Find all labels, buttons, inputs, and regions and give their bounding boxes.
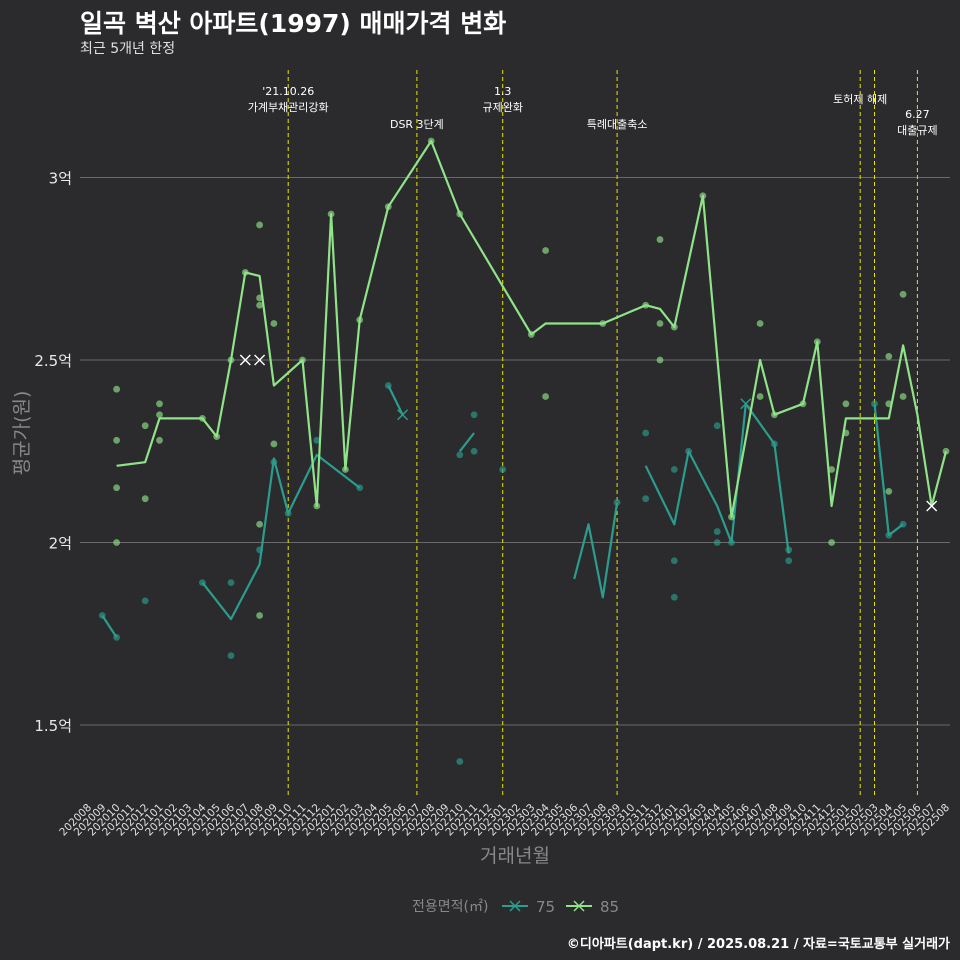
data-point — [141, 422, 149, 430]
legend-cross — [509, 900, 521, 912]
data-point — [227, 579, 235, 587]
data-point — [785, 557, 793, 565]
data-point — [113, 385, 120, 393]
series-85 — [113, 137, 950, 619]
series-line — [644, 402, 790, 554]
series-line — [458, 432, 475, 452]
data-point — [227, 652, 235, 660]
cross-marker — [239, 354, 251, 366]
series-line — [201, 453, 361, 621]
data-point — [713, 528, 721, 535]
data-point — [842, 400, 850, 408]
data-point — [270, 320, 278, 327]
data-point — [642, 495, 650, 503]
data-point — [885, 488, 893, 495]
y-tick-label: 2억 — [49, 535, 72, 553]
y-tick-label: 2.5억 — [34, 352, 72, 370]
data-point — [470, 411, 478, 419]
event-label: 특례대출축소 — [587, 118, 648, 131]
page-subtitle: 최근 5개년 한정 — [80, 41, 176, 57]
legend-label: 75 — [536, 898, 555, 916]
data-point — [670, 593, 678, 601]
legend-label: 85 — [600, 898, 619, 916]
data-point — [656, 356, 664, 364]
page-title: 일곡 벽산 아파트(1997) 매매가격 변화 — [80, 9, 507, 38]
data-point — [113, 539, 120, 546]
event-label: 토허제 해제 — [833, 92, 887, 106]
data-point — [270, 440, 278, 448]
series-line — [387, 385, 404, 416]
data-point — [670, 557, 678, 565]
data-point — [656, 236, 664, 243]
data-point — [256, 301, 263, 309]
data-point — [456, 758, 464, 765]
legend: 전용면적(㎡) 75 85 — [412, 898, 619, 916]
source-credit: ©디아파트(dapt.kr) / 2025.08.21 / 자료=국토교통부 실… — [566, 937, 950, 952]
series-line — [573, 502, 619, 599]
legend-cross — [573, 900, 585, 912]
y-tick-label: 1.5억 — [34, 717, 72, 735]
data-point — [256, 221, 263, 229]
data-point — [942, 447, 950, 455]
data-point — [756, 393, 764, 400]
y-tick-label: 3억 — [49, 170, 72, 188]
cross-marker — [926, 500, 938, 512]
series-75 — [98, 382, 907, 765]
cross-marker — [740, 398, 752, 410]
data-point — [542, 247, 549, 254]
data-point — [313, 436, 321, 444]
cross-marker — [254, 354, 266, 366]
data-point — [499, 466, 507, 473]
data-point — [470, 447, 478, 455]
event-label: 6.27 대출규제 — [897, 108, 937, 137]
series-line — [873, 403, 904, 537]
event-label: 1.3 규제완화 — [482, 85, 522, 114]
data-point — [670, 466, 678, 473]
event-label: '21.10.26 가계부채관리강화 — [248, 85, 329, 114]
y-axis-title: 평균가(원) — [11, 391, 33, 476]
data-point — [156, 436, 163, 444]
x-axis-title: 거래년월 — [480, 845, 550, 867]
data-point — [542, 393, 549, 400]
legend-title: 전용면적(㎡) — [412, 899, 488, 915]
data-point — [613, 498, 621, 506]
data-point — [656, 320, 664, 327]
data-point — [642, 429, 650, 437]
data-point — [141, 597, 149, 605]
series-line — [101, 614, 118, 639]
data-point — [828, 466, 835, 473]
data-point — [899, 290, 907, 298]
data-point — [885, 352, 893, 360]
data-point — [141, 495, 149, 503]
data-point — [113, 436, 120, 444]
cross-marker — [397, 409, 409, 421]
data-point — [256, 520, 263, 528]
data-point — [256, 612, 263, 619]
data-point — [113, 484, 120, 492]
data-point — [156, 400, 163, 408]
data-point — [756, 320, 764, 327]
data-point — [713, 539, 721, 546]
data-point — [156, 411, 163, 419]
data-point — [899, 393, 907, 400]
event-label: DSR 3단계 — [390, 118, 444, 131]
data-point — [713, 422, 721, 430]
data-point — [828, 539, 835, 546]
series-line — [116, 139, 948, 519]
data-point — [456, 451, 464, 459]
